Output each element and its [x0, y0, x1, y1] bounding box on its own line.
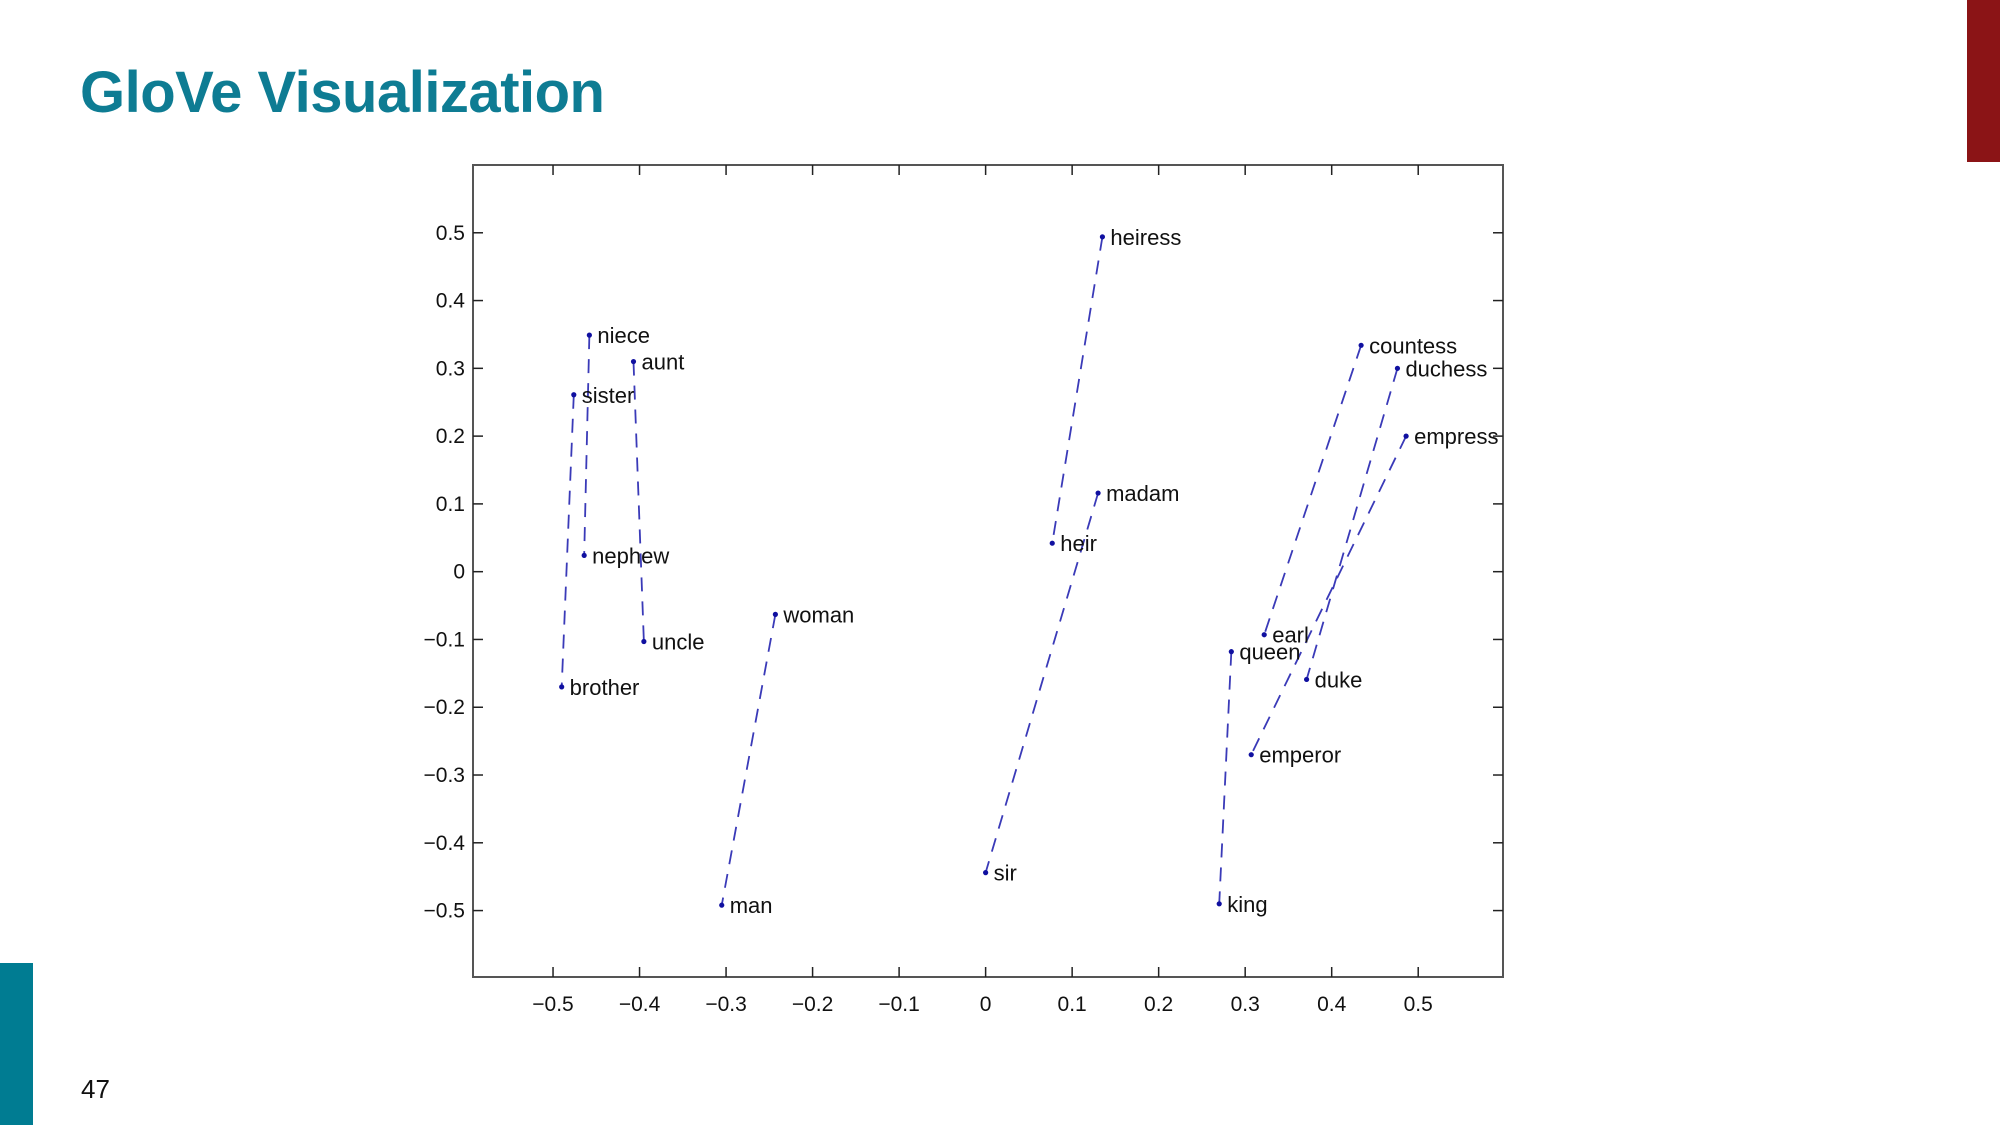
- page-number: 47: [81, 1074, 110, 1104]
- point-empress: [1403, 433, 1409, 439]
- point-heiress: [1099, 234, 1106, 240]
- point-sir: [983, 870, 989, 876]
- point-label-woman: woman: [782, 602, 854, 627]
- pair-line-sister-brother: [560, 394, 575, 687]
- point-label-sir: sir: [994, 861, 1017, 886]
- axes: −0.5 −0.4 −0.3 −0.2 −0.1 0 0.1 0.2 0.3 0.4 0.5 0.5 0…: [424, 164, 1504, 1016]
- y-tick-label: 0: [453, 561, 465, 584]
- point-niece: [586, 332, 592, 338]
- point-brother: [559, 684, 565, 690]
- x-tick-label: 0.5: [1404, 993, 1433, 1016]
- accent-bar-top-right: [1967, 0, 2000, 162]
- y-tick-label: 0.2: [436, 425, 465, 448]
- point-label-niece: niece: [597, 323, 650, 348]
- accent-bar-bottom-left: [0, 963, 33, 1125]
- x-tick-label: 0.2: [1144, 993, 1173, 1016]
- x-tick-label: 0.1: [1058, 993, 1087, 1016]
- x-tick-label: −0.2: [792, 993, 833, 1016]
- pair-lines: [560, 236, 1407, 906]
- point-label-duke: duke: [1315, 667, 1363, 692]
- point-label-king: king: [1227, 892, 1267, 917]
- point-label-man: man: [730, 893, 773, 918]
- y-tick-label: 0.3: [436, 357, 465, 380]
- x-tick-label: −0.1: [878, 993, 919, 1016]
- point-label-aunt: aunt: [641, 350, 684, 375]
- point-label-nephew: nephew: [592, 543, 669, 568]
- point-sister: [571, 392, 577, 398]
- point-duke: [1304, 676, 1310, 683]
- pair-line-queen-king: [1218, 651, 1233, 904]
- point-label-sister: sister: [582, 383, 635, 408]
- point-nephew: [581, 552, 587, 559]
- y-tick-label: 0.1: [436, 493, 465, 516]
- point-aunt: [630, 358, 637, 365]
- pair-line-heiress-heir: [1051, 236, 1104, 544]
- point-earl: [1261, 632, 1267, 638]
- y-tick-label: 0.5: [436, 222, 465, 245]
- point-label-heiress: heiress: [1110, 225, 1181, 250]
- pair-line-countess-earl: [1263, 345, 1362, 635]
- x-tick-label: −0.5: [532, 993, 573, 1016]
- point-man: [719, 902, 725, 908]
- y-tick-label: −0.3: [424, 764, 465, 787]
- x-tick-label: −0.4: [619, 993, 661, 1016]
- y-tick-label: −0.4: [424, 832, 466, 855]
- point-madam: [1095, 490, 1101, 496]
- point-king: [1216, 901, 1222, 907]
- point-queen: [1228, 649, 1234, 655]
- point-label-countess: countess: [1369, 333, 1457, 358]
- point-label-empress: empress: [1414, 424, 1498, 449]
- x-tick-label: 0.3: [1231, 993, 1260, 1016]
- point-woman: [772, 611, 778, 617]
- x-tick-label: 0.4: [1317, 993, 1347, 1016]
- point-label-queen: queen: [1239, 640, 1300, 665]
- x-tick-label: −0.3: [705, 993, 746, 1016]
- point-label-earl: earl: [1272, 623, 1309, 648]
- pair-line-aunt-uncle: [632, 361, 645, 642]
- point-label-duchess: duchess: [1405, 356, 1487, 381]
- pair-line-empress-emperor: [1250, 435, 1407, 756]
- point-label-heir: heir: [1060, 531, 1097, 556]
- y-tick-label: −0.1: [424, 628, 465, 651]
- point-emperor: [1248, 752, 1254, 758]
- pair-line-duchess-duke: [1305, 368, 1399, 680]
- slide-title: GloVe Visualization: [80, 60, 605, 125]
- pair-line-madam-sir: [984, 492, 1099, 873]
- point-label-brother: brother: [570, 675, 640, 700]
- y-tick-label: 0.4: [436, 290, 466, 313]
- point-label-uncle: uncle: [652, 629, 705, 654]
- point-label-madam: madam: [1106, 481, 1179, 506]
- pair-line-niece-nephew: [583, 335, 591, 556]
- point-uncle: [641, 638, 647, 645]
- y-tick-label: −0.2: [424, 696, 465, 719]
- point-duchess: [1394, 365, 1401, 371]
- plot-frame: [472, 164, 1504, 978]
- point-countess: [1358, 342, 1364, 348]
- x-tick-label: 0: [980, 993, 992, 1016]
- data-points: [559, 234, 1409, 908]
- pair-line-woman-man: [720, 614, 777, 906]
- point-heir: [1049, 540, 1055, 546]
- y-tick-label: −0.5: [424, 900, 465, 923]
- point-label-emperor: emperor: [1259, 743, 1341, 768]
